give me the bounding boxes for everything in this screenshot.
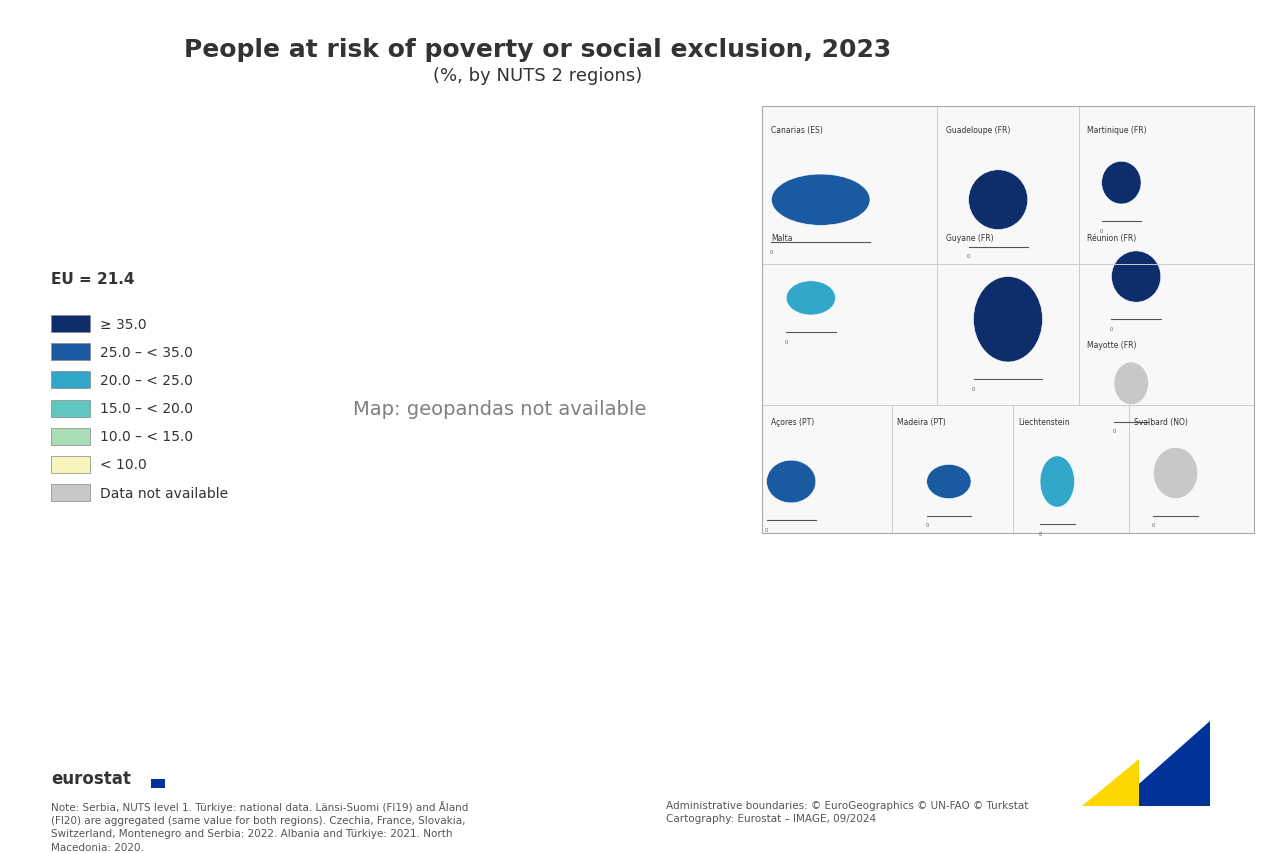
Text: Svalbard (NO): Svalbard (NO) [1134,417,1188,426]
Ellipse shape [772,175,870,226]
Text: 10.0 – < 15.0: 10.0 – < 15.0 [100,430,193,444]
Text: Malta: Malta [772,234,792,243]
Text: < 10.0: < 10.0 [100,458,147,472]
Text: Martinique (FR): Martinique (FR) [1087,125,1147,134]
Text: 25.0 – < 35.0: 25.0 – < 35.0 [100,345,193,359]
Text: eurostat: eurostat [51,769,131,787]
Text: Data not available: Data not available [100,486,228,500]
Ellipse shape [969,171,1028,230]
Text: Réunion (FR): Réunion (FR) [1087,234,1137,243]
Text: Note: Serbia, NUTS level 1. Türkiye: national data. Länsi-Suomi (FI19) and Åland: Note: Serbia, NUTS level 1. Türkiye: nat… [51,800,468,853]
Polygon shape [1082,759,1139,806]
Text: Madeira (PT): Madeira (PT) [897,417,946,426]
Text: (%, by NUTS 2 regions): (%, by NUTS 2 regions) [433,67,643,84]
Ellipse shape [974,277,1042,363]
Text: Mayotte (FR): Mayotte (FR) [1087,340,1137,350]
Text: 0: 0 [1152,523,1155,528]
Ellipse shape [1041,456,1074,508]
Ellipse shape [767,461,815,503]
Text: Administrative boundaries: © EuroGeographics © UN-FAO © Turkstat
Cartography: Eu: Administrative boundaries: © EuroGeograp… [666,800,1028,823]
Text: Liechtenstein: Liechtenstein [1018,417,1070,426]
Text: 20.0 – < 25.0: 20.0 – < 25.0 [100,374,193,387]
Text: 15.0 – < 20.0: 15.0 – < 20.0 [100,402,193,415]
Text: Guyane (FR): Guyane (FR) [946,234,995,243]
Text: Guadeloupe (FR): Guadeloupe (FR) [946,125,1011,134]
Ellipse shape [1102,162,1140,205]
Text: Map: geopandas not available: Map: geopandas not available [352,400,646,419]
Ellipse shape [1153,448,1198,499]
Text: 0: 0 [1112,429,1115,434]
Polygon shape [1114,721,1210,806]
Text: 0: 0 [925,523,928,528]
Text: ≥ 35.0: ≥ 35.0 [100,317,146,331]
Text: Açores (PT): Açores (PT) [772,417,814,426]
Text: 0: 0 [1038,531,1042,537]
Ellipse shape [927,465,972,499]
Text: 0: 0 [972,386,975,392]
Text: Canarias (ES): Canarias (ES) [772,125,823,134]
Text: 0: 0 [765,527,768,532]
Text: 0: 0 [966,254,970,259]
Text: People at risk of poverty or social exclusion, 2023: People at risk of poverty or social excl… [184,38,891,62]
Text: 0: 0 [1110,327,1114,332]
Ellipse shape [1114,363,1148,405]
Text: EU = 21.4: EU = 21.4 [51,271,134,287]
Text: 0: 0 [785,339,787,345]
Ellipse shape [786,281,836,316]
Ellipse shape [1111,252,1161,303]
Text: 0: 0 [1100,229,1103,234]
Text: 0: 0 [769,250,773,255]
